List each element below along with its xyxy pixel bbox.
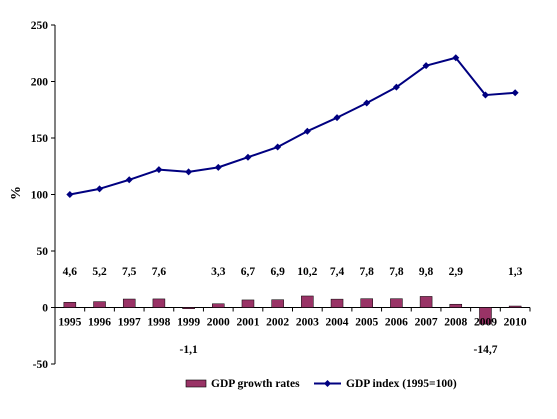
gdp-index-marker [274,143,282,151]
line-series [66,54,519,198]
gdp-index-marker [333,114,341,122]
bar [63,302,77,308]
y-tick-labels: -50 0 50 100 150 200 250 [31,20,49,371]
x-tick-label: 2003 [296,317,319,329]
data-labels: 4,6 5,2 7,5 7,6 -1,1 3,3 6,7 6,9 10,2 7,4 7,8 7,8 9,… [63,266,523,356]
y-tick-label: -50 [33,359,49,371]
x-tick-label: 2008 [444,317,467,329]
x-tick-label: 2005 [355,317,378,329]
bar-data-label: 7,8 [360,266,375,278]
x-tick-label: 2006 [385,317,408,329]
bar-data-label: 7,5 [122,266,137,278]
y-tick-label: 200 [31,77,49,89]
bar [271,299,284,308]
bar-data-label: -14,7 [473,344,497,356]
legend-line-label: GDP index (1995=100) [346,378,457,390]
x-tick-label: 2004 [326,317,349,329]
gdp-index-marker [303,127,311,135]
bar [390,298,403,308]
bar [479,307,492,325]
bar [360,298,373,308]
y-tick-label: 150 [31,133,49,145]
gdp-index-marker [96,185,104,193]
gdp-index-marker [214,163,222,171]
bar-data-label: 9,8 [419,266,434,278]
legend: GDP growth rates GDP index (1995=100) [185,378,457,390]
bar-data-label: 3,3 [211,266,226,278]
x-tick-labels: 1995 1996 1997 1998 1999 2000 2001 2002 2003 2004… [58,317,527,329]
gdp-index-marker [244,153,252,161]
x-tick-label: 2009 [474,317,497,329]
bar-data-label: 7,8 [389,266,404,278]
bar [93,301,106,308]
bar [182,307,195,309]
x-tick-label: 2002 [266,317,289,329]
y-axis-label: % [9,186,24,200]
gdp-index-marker [392,83,400,91]
x-tick-label: 1995 [58,317,81,329]
x-tick-label: 2001 [236,317,259,329]
gdp-index-marker [363,99,371,107]
bar-data-label: 10,2 [297,266,317,278]
gdp-index-marker [452,54,460,62]
axes [51,24,531,365]
bar [449,303,463,308]
gdp-index-marker [125,176,133,184]
x-tick-label: 2010 [504,317,527,329]
bar [508,305,522,308]
bar [241,299,255,308]
x-tick-label: 2007 [415,317,438,329]
gdp-index-line [69,56,516,196]
bar-data-label: 2,9 [449,266,464,278]
bars [63,295,522,325]
bar [301,295,314,308]
x-tick-label: 1999 [177,317,200,329]
gdp-index-marker [66,191,74,198]
bar [419,296,433,308]
gdp-index-marker [481,91,489,99]
y-tick-label: 50 [37,246,49,258]
y-tick-label: 100 [31,190,49,202]
x-tick-label: 2000 [207,317,230,329]
legend-bar-swatch [185,379,207,388]
x-tick-label: 1998 [147,317,170,329]
x-tick-label: 1997 [118,317,141,329]
bar-data-label: 6,9 [270,266,285,278]
x-tick-label: 1996 [88,317,111,329]
bar-data-label: -1,1 [179,344,197,356]
bar-data-label: 5,2 [92,266,107,278]
y-tick-label: 0 [42,303,48,315]
bar [122,298,136,308]
legend-line-marker [324,380,331,387]
bar-data-label: 4,6 [63,266,78,278]
bar [330,298,344,308]
bar-data-label: 7,6 [152,266,167,278]
bar-data-label: 7,4 [330,266,345,278]
gdp-index-marker [155,166,163,174]
legend-bar-label: GDP growth rates [211,378,300,390]
gdp-index-marker [422,62,430,70]
bar [212,303,225,308]
gdp-index-marker [511,89,519,97]
y-tick-label: 250 [31,20,49,32]
bar [152,298,166,308]
bar-data-label: 6,7 [241,266,256,278]
bar-data-label: 1,3 [508,266,523,278]
gdp-index-marker [185,168,193,176]
